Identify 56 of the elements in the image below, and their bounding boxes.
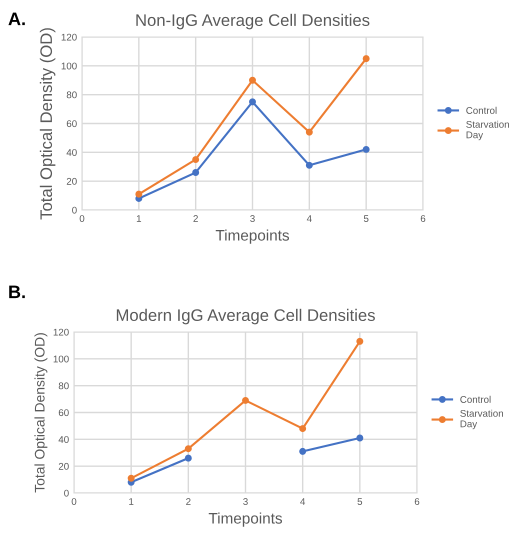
y-tick-label: 60 xyxy=(66,120,77,128)
point xyxy=(249,76,256,84)
point xyxy=(184,454,192,462)
x-axis-title: Timepoints xyxy=(208,512,282,527)
text: A. xyxy=(8,12,25,26)
x-tick-label: 4 xyxy=(306,215,312,222)
x-tick-label: 5 xyxy=(364,215,368,222)
x-tick-label: 1 xyxy=(129,498,134,505)
x-tick-label: 3 xyxy=(250,215,255,222)
point xyxy=(135,190,142,198)
y-axis-title: Total Optical Density (OD) xyxy=(34,333,48,492)
chart-title: Non-IgG Average Cell Densities xyxy=(136,14,370,30)
x-tick-label: 0 xyxy=(80,215,84,222)
point xyxy=(362,146,370,153)
y-tick-label: 60 xyxy=(58,409,69,416)
point xyxy=(356,338,364,345)
y-tick-label: 20 xyxy=(66,178,77,185)
y-tick-label: 100 xyxy=(62,62,77,70)
y-tick-label: 20 xyxy=(58,462,69,470)
y-tick-label: 0 xyxy=(64,490,69,497)
y-tick-label: 40 xyxy=(66,149,77,156)
y-tick-label: 40 xyxy=(58,436,69,443)
x-tick-label: 5 xyxy=(358,498,362,505)
chart-title: Modern IgG Average Cell Densities xyxy=(116,308,375,324)
point xyxy=(184,445,192,452)
point xyxy=(356,434,364,442)
x-tick-label: 3 xyxy=(243,498,248,505)
y-tick-label: 80 xyxy=(66,91,77,98)
legend-label: Starvation Day xyxy=(460,410,503,430)
y-tick-label: 120 xyxy=(54,328,69,336)
legend-label: Control xyxy=(460,396,491,403)
point xyxy=(299,425,306,432)
x-tick-label: 6 xyxy=(414,498,420,505)
y-tick-label: 0 xyxy=(72,206,77,214)
point xyxy=(306,162,313,169)
point xyxy=(306,128,313,136)
text: B. xyxy=(9,286,25,298)
legend-label: Control xyxy=(466,106,496,114)
point xyxy=(192,169,200,176)
point xyxy=(192,156,200,164)
point xyxy=(128,474,135,482)
point xyxy=(242,396,249,404)
x-tick-label: 2 xyxy=(193,215,198,222)
x-axis-title: Timepoints xyxy=(216,229,290,244)
x-tick-label: 2 xyxy=(186,498,191,505)
point xyxy=(249,98,256,106)
point xyxy=(299,448,306,455)
x-tick-label: 1 xyxy=(136,215,142,222)
y-tick-label: 80 xyxy=(58,382,69,390)
y-tick-label: 120 xyxy=(62,34,77,41)
legend-label: Starvation Day xyxy=(466,120,509,140)
point xyxy=(362,55,370,62)
x-tick-label: 4 xyxy=(300,498,306,505)
y-tick-label: 100 xyxy=(54,356,69,362)
x-tick-label: 6 xyxy=(420,215,426,222)
y-axis-title: Total Optical Density (OD) xyxy=(40,28,56,220)
